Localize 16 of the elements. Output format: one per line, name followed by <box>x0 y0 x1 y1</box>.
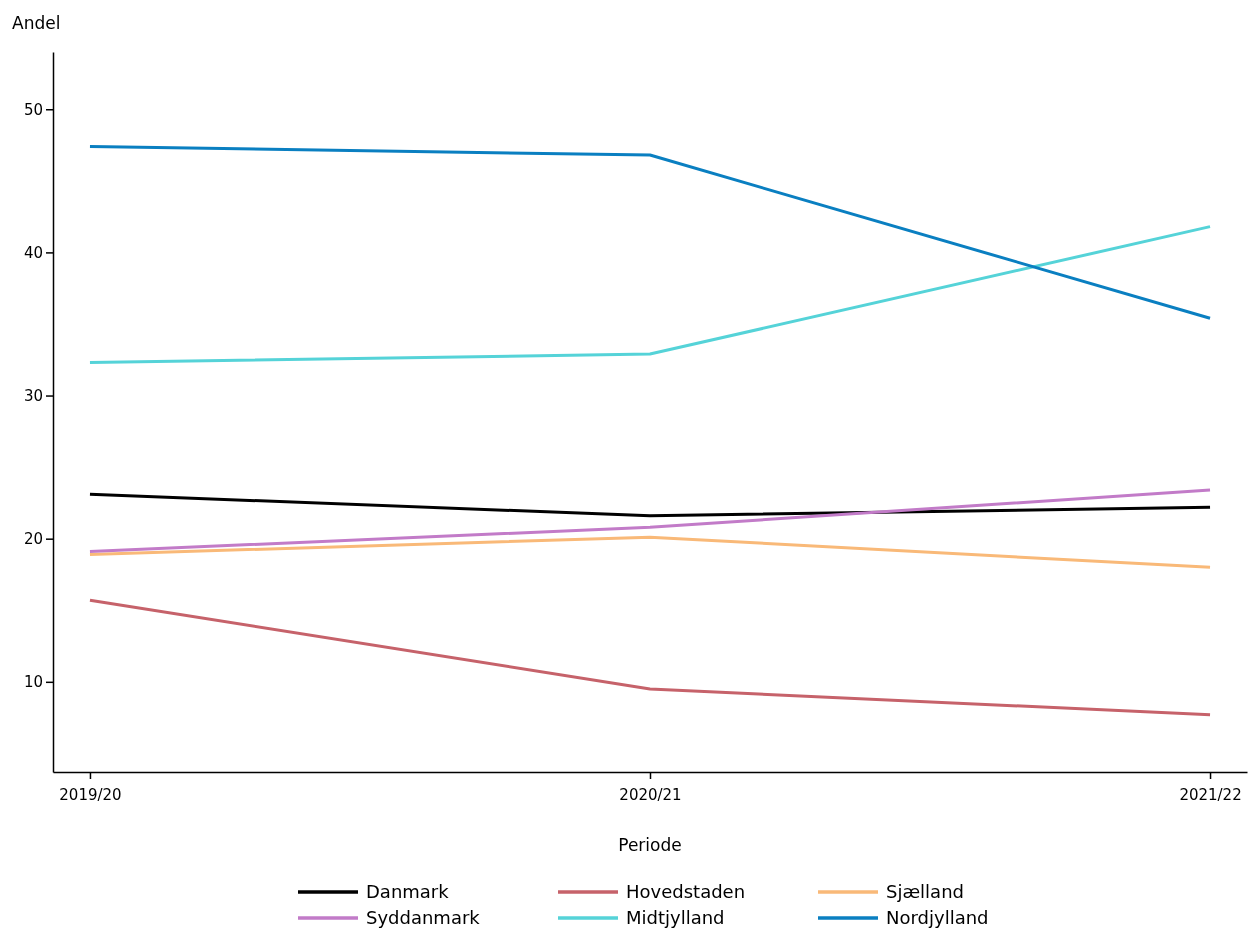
x-tick-label: 2020/21 <box>619 786 682 804</box>
legend-label: Midtjylland <box>626 907 725 928</box>
x-tick-label: 2019/20 <box>59 786 122 804</box>
x-tick-label: 2021/22 <box>1179 786 1242 804</box>
y-tick-label: 10 <box>23 673 43 692</box>
legend-label: Sjælland <box>886 881 964 902</box>
legend-label: Syddanmark <box>366 907 481 928</box>
y-tick-label: 40 <box>23 243 43 262</box>
y-tick-label: 50 <box>23 100 43 119</box>
y-axis-title: Andel <box>12 13 61 33</box>
x-axis-title: Periode <box>618 835 682 855</box>
y-tick-label: 30 <box>23 386 43 405</box>
legend-label: Nordjylland <box>886 907 989 928</box>
legend-label: Hovedstaden <box>626 881 746 902</box>
legend-label: Danmark <box>366 881 450 902</box>
y-tick-label: 20 <box>23 529 43 548</box>
